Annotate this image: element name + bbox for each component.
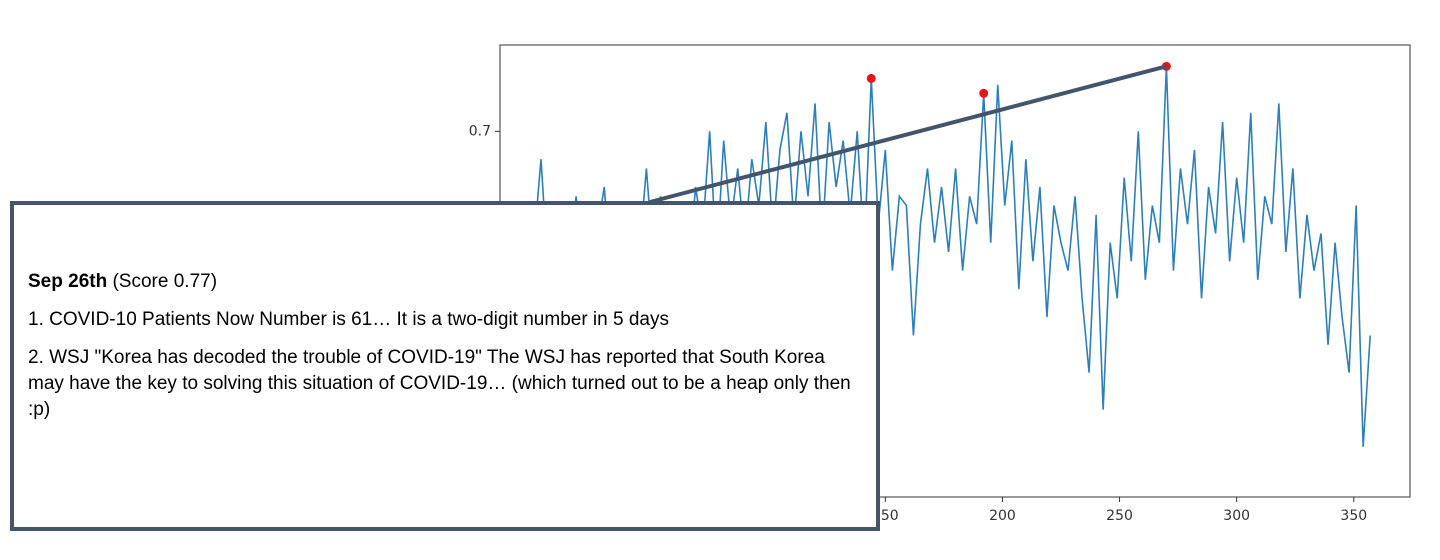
x-tick-label: 200: [989, 508, 1016, 524]
callout-score: (Score 0.77): [112, 271, 218, 292]
x-tick-label: 300: [1223, 508, 1250, 524]
callout: Sep 26th (Score 0.77) 1. COVID-10 Patien…: [14, 205, 876, 527]
callout-item: 1. COVID-10 Patients Now Number is 61… I…: [28, 309, 669, 330]
callout-item: 2. WSJ "Korea has decoded the trouble of…: [28, 347, 851, 420]
callout-connector: [649, 64, 1167, 204]
callout-date: Sep 26th: [28, 271, 108, 292]
y-tick-label: 0.7: [469, 123, 491, 139]
highlight-point: [866, 73, 876, 83]
x-tick-label: 350: [1340, 508, 1367, 524]
callout-box: [10, 201, 880, 531]
x-tick-label: 250: [1106, 508, 1133, 524]
highlight-point: [979, 88, 989, 98]
callout-heading: Sep 26th (Score 0.77): [28, 269, 860, 295]
